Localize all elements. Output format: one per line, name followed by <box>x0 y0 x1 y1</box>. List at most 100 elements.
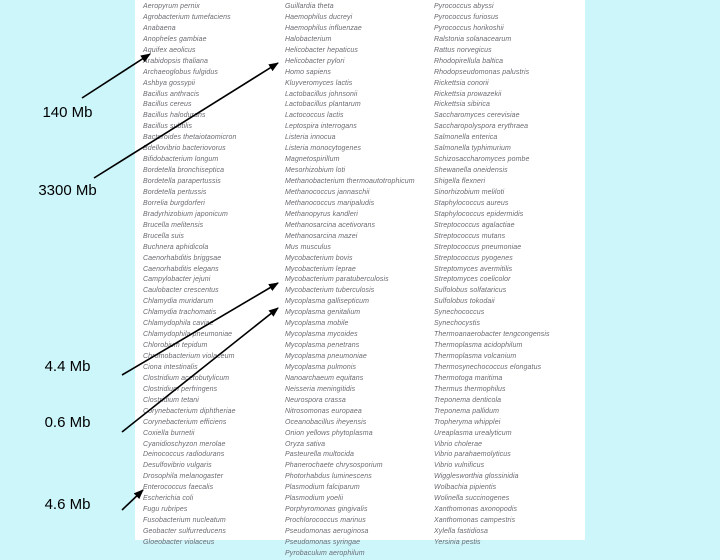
organism-name: Bordetella parapertussis <box>143 178 221 185</box>
organism-name: Bordetella bronchiseptica <box>143 167 225 175</box>
organism-list-sheet: Aeropyrum pernix Agrobacterium tumefacien… <box>135 0 585 557</box>
organism-name: Mycoplasma mycoides <box>285 331 358 339</box>
organism-name: Ureaplasma urealyticum <box>434 429 512 437</box>
organism-name: Mycoplasma pulmonis <box>285 363 357 371</box>
organism-name: Treponema pallidum <box>434 407 500 415</box>
organism-name: Deinococcus radiodurans <box>143 451 225 459</box>
organism-name: Mycobacterium bovis <box>285 254 353 262</box>
organism-name: Mesorhizobium loti <box>285 167 346 175</box>
organism-name: Bacillus cereus <box>143 101 192 109</box>
organism-name: Thermoplasma acidophilum <box>434 342 523 350</box>
organism-name: Methanococcus maripaludis <box>285 199 375 207</box>
organism-name: Lactococcus lactis <box>285 112 344 120</box>
organism-name: Aeropyrum pernix <box>143 3 200 10</box>
organism-name: Magnetospirillum <box>285 156 340 164</box>
organism-name: Haemophilus influenzae <box>285 24 362 32</box>
organism-name: Mycoplasma pneumoniae <box>285 353 367 360</box>
organism-name: Guillardia theta <box>285 3 334 10</box>
organism-name: Pasteurella multocida <box>285 451 355 459</box>
organism-name: Salmonella typhimurium <box>434 145 511 153</box>
organism-name: Ralstonia solanacearum <box>434 35 512 43</box>
organism-name: Caulobacter crescentus <box>143 287 219 295</box>
organism-name: Staphylococcus aureus <box>434 199 509 207</box>
organism-name: Mycoplasma gallisepticum <box>285 298 370 306</box>
organism-name: Cyanidioschyzon merolae <box>143 440 226 448</box>
organism-name: Xanthomonas axonopodis <box>434 506 518 514</box>
organism-name: Kluyveromyces lactis <box>285 79 353 87</box>
organism-name: Rhodopseudomonas palustris <box>434 68 530 76</box>
organism-name: Saccharomyces cerevisiae <box>434 112 520 120</box>
organism-name: Ciona intestinalis <box>143 363 198 371</box>
organism-name: Plasmodium falciparum <box>285 484 360 492</box>
organism-name: Helicobacter pylori <box>285 57 345 65</box>
organism-name: Pseudomonas aeruginosa <box>285 528 369 535</box>
organism-name: Mycobacterium tuberculosis <box>285 287 375 295</box>
genome-size-label-3300mb: 3300 Mb <box>38 182 97 199</box>
organism-name: Sinorhizobium meliloti <box>434 188 505 196</box>
organism-name: Chlorobium tepidum <box>143 342 208 350</box>
organism-name: Chlamydophila caviae <box>143 320 214 328</box>
organism-name: Mycobacterium paratuberculosis <box>285 276 389 284</box>
organism-name: Pyrobaculum aerophilum <box>285 549 365 557</box>
organism-name: Mycoplasma mobile <box>285 320 349 328</box>
organism-name: Brucella suis <box>143 232 184 240</box>
organism-name: Streptomyces coelicolor <box>434 276 511 284</box>
organism-name: Thermus thermophilus <box>434 385 506 393</box>
organism-name: Synechococcus <box>434 309 485 317</box>
organism-name: Pyrococcus furiosus <box>434 13 499 21</box>
organism-name: Bifidobacterium longum <box>143 156 219 164</box>
organism-name: Wigglesworthia glossinidia <box>434 473 519 481</box>
organism-name: Fusobacterium nucleatum <box>143 517 226 525</box>
organism-name: Rickettsia prowazekii <box>434 90 502 98</box>
organism-name: Synechocystis <box>434 320 481 328</box>
organism-name: Helicobacter hepaticus <box>285 46 359 54</box>
organism-name: Aquifex aeolicus <box>143 46 196 54</box>
organism-name: Rhodopirellula baltica <box>434 57 504 65</box>
organism-name: Methanobacterium thermoautotrophicum <box>285 178 415 185</box>
organism-name: Haemophilus ducreyi <box>285 13 353 21</box>
organism-name: Anopheles gambiae <box>143 35 207 43</box>
organism-name: Wolinella succinogenes <box>434 495 510 503</box>
organism-name: Clostridium perfringens <box>143 385 218 393</box>
organism-name: Nanoarchaeum equitans <box>285 374 364 382</box>
organism-name: Oceanobacillus iheyensis <box>285 418 367 426</box>
organism-name: Onion yellows phytoplasma <box>285 429 373 437</box>
organism-name: Agrobacterium tumefaciens <box>143 13 231 21</box>
organism-name: Methanococcus jannaschii <box>285 188 370 196</box>
organism-column-1: Aeropyrum pernix Agrobacterium tumefacien… <box>143 2 236 549</box>
organism-name: Plasmodium yoelii <box>285 495 344 503</box>
organism-name: Streptomyces avermitilis <box>434 265 513 273</box>
organism-name: Fugu rubripes <box>143 506 188 514</box>
organism-name: Vibrio vulnificus <box>434 462 485 470</box>
organism-name: Homo sapiens <box>285 68 331 76</box>
organism-name: Drosophila melanogaster <box>143 473 224 481</box>
organism-name: Mus musculus <box>285 243 331 251</box>
organism-name: Bradyrhizobium japonicum <box>143 210 228 218</box>
organism-name: Streptococcus mutans <box>434 232 506 240</box>
organism-name: Chromobacterium violaceum <box>143 353 235 360</box>
organism-name: Clostridium acetobutylicum <box>143 374 230 382</box>
organism-name: Ashbya gossypii <box>143 79 196 87</box>
organism-name: Enterococcus faecalis <box>143 484 214 492</box>
organism-name: Leptospira interrogans <box>285 123 357 131</box>
organism-name: Campylobacter jejuni <box>143 276 211 284</box>
organism-name: Sulfolobus tokodaii <box>434 298 495 306</box>
organism-name: Arabidopsis thaliana <box>143 57 209 65</box>
organism-name: Mycobacterium leprae <box>285 265 356 273</box>
organism-name: Thermosynechococcus elongatus <box>434 363 542 371</box>
organism-name: Rickettsia sibirica <box>434 101 490 109</box>
organism-name: Bacillus halodurans <box>143 112 206 120</box>
organism-name: Salmonella enterica <box>434 134 498 142</box>
organism-name: Listeria innocua <box>285 134 336 142</box>
organism-column-2: Guillardia theta Haemophilus ducreyi Haemo… <box>285 2 415 560</box>
organism-name: Pyrococcus abyssi <box>434 3 494 10</box>
organism-name: Streptococcus pyogenes <box>434 254 513 262</box>
organism-name: Rickettsia conorii <box>434 79 489 87</box>
organism-name: Buchnera aphidicola <box>143 243 209 251</box>
organism-name: Vibrio cholerae <box>434 440 483 448</box>
organism-name: Porphyromonas gingivalis <box>285 506 368 514</box>
organism-name: Sulfolobus solfataricus <box>434 287 507 295</box>
organism-name: Mycoplasma penetrans <box>285 342 360 350</box>
organism-name: Streptococcus pneumoniae <box>434 243 522 251</box>
organism-name: Chlamydia trachomatis <box>143 309 217 317</box>
